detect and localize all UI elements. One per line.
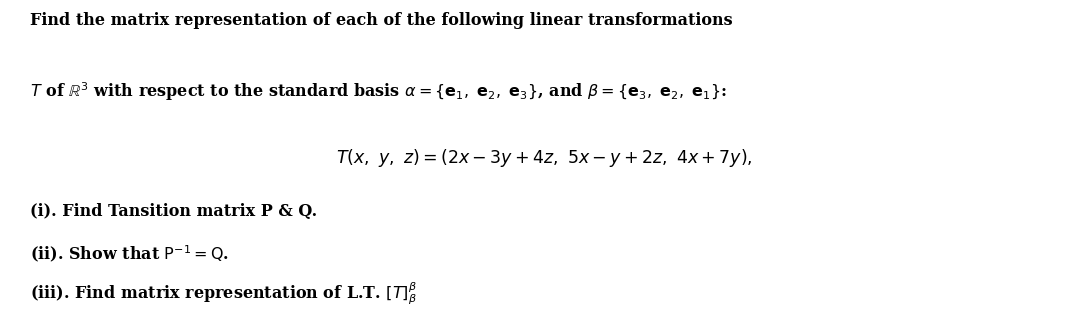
Text: (iii). Find matrix representation of L.T. $[T]^{\beta}_{\beta}$: (iii). Find matrix representation of L.T… <box>30 280 417 307</box>
Text: (ii). Show that $\mathrm{P}^{-1} = \mathrm{Q}$.: (ii). Show that $\mathrm{P}^{-1} = \math… <box>30 243 230 264</box>
Text: (i). Find Tansition matrix P & Q.: (i). Find Tansition matrix P & Q. <box>30 203 318 220</box>
Text: Find the matrix representation of each of the following linear transformations: Find the matrix representation of each o… <box>30 12 732 29</box>
Text: $T$ of $\mathbb{R}^3$ with respect to the standard basis $\alpha = \{\mathbf{e}_: $T$ of $\mathbb{R}^3$ with respect to th… <box>30 81 727 103</box>
Text: $T(x,\ y,\ z) = (2x - 3y + 4z,\ 5x - y + 2z,\ 4x + 7y),$: $T(x,\ y,\ z) = (2x - 3y + 4z,\ 5x - y +… <box>336 147 752 169</box>
